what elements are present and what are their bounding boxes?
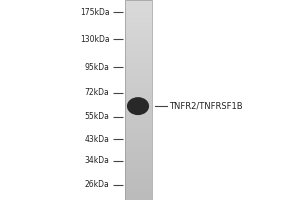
Bar <box>124 107 152 110</box>
Bar <box>124 180 152 183</box>
Bar <box>124 43 152 47</box>
Bar <box>124 167 152 170</box>
Bar <box>124 63 152 67</box>
Bar <box>124 30 152 33</box>
Bar <box>124 133 152 137</box>
Bar <box>124 23 152 27</box>
Bar <box>124 67 152 70</box>
Bar <box>124 110 152 113</box>
Bar <box>124 20 152 23</box>
Bar <box>124 193 152 197</box>
Bar <box>124 40 152 43</box>
Bar <box>124 113 152 117</box>
Bar <box>124 197 152 200</box>
Bar <box>124 130 152 133</box>
Text: 43kDa: 43kDa <box>85 135 110 144</box>
Bar <box>124 97 152 100</box>
Ellipse shape <box>127 97 149 115</box>
Bar <box>124 140 152 143</box>
Bar <box>124 160 152 163</box>
Bar <box>124 57 152 60</box>
Text: 95kDa: 95kDa <box>85 63 110 72</box>
Bar <box>124 13 152 17</box>
Bar <box>124 0 152 200</box>
Bar <box>124 120 152 123</box>
Bar <box>124 187 152 190</box>
Bar <box>124 100 152 103</box>
Bar <box>124 127 152 130</box>
Bar <box>124 37 152 40</box>
Bar <box>124 70 152 73</box>
Bar <box>124 90 152 93</box>
Bar <box>124 47 152 50</box>
Bar <box>124 190 152 193</box>
Bar <box>124 27 152 30</box>
Bar <box>124 0 152 3</box>
Bar <box>124 117 152 120</box>
Text: TNFR2/TNFRSF1B: TNFR2/TNFRSF1B <box>169 102 243 111</box>
Bar <box>124 163 152 167</box>
Text: 26kDa: 26kDa <box>85 180 110 189</box>
Text: 72kDa: 72kDa <box>85 88 110 97</box>
Bar <box>124 137 152 140</box>
Bar <box>124 73 152 77</box>
Bar <box>124 83 152 87</box>
Bar <box>124 50 152 53</box>
Text: 34kDa: 34kDa <box>85 156 110 165</box>
Text: 175kDa: 175kDa <box>80 8 110 17</box>
Bar <box>124 87 152 90</box>
Text: 55kDa: 55kDa <box>85 112 110 121</box>
Bar <box>124 3 152 7</box>
Bar <box>124 157 152 160</box>
Bar <box>124 147 152 150</box>
Text: 130kDa: 130kDa <box>80 35 110 44</box>
Bar <box>124 33 152 37</box>
Bar <box>124 153 152 157</box>
Bar <box>124 143 152 147</box>
Bar <box>124 183 152 187</box>
Bar <box>124 7 152 10</box>
Bar <box>124 77 152 80</box>
Bar <box>124 60 152 63</box>
Bar <box>124 123 152 127</box>
Bar <box>124 53 152 57</box>
Bar <box>124 93 152 97</box>
Bar <box>124 150 152 153</box>
Bar <box>124 103 152 107</box>
Bar <box>124 10 152 13</box>
Bar <box>124 80 152 83</box>
Bar <box>124 17 152 20</box>
Bar <box>124 170 152 173</box>
Bar <box>124 173 152 177</box>
Bar <box>124 177 152 180</box>
